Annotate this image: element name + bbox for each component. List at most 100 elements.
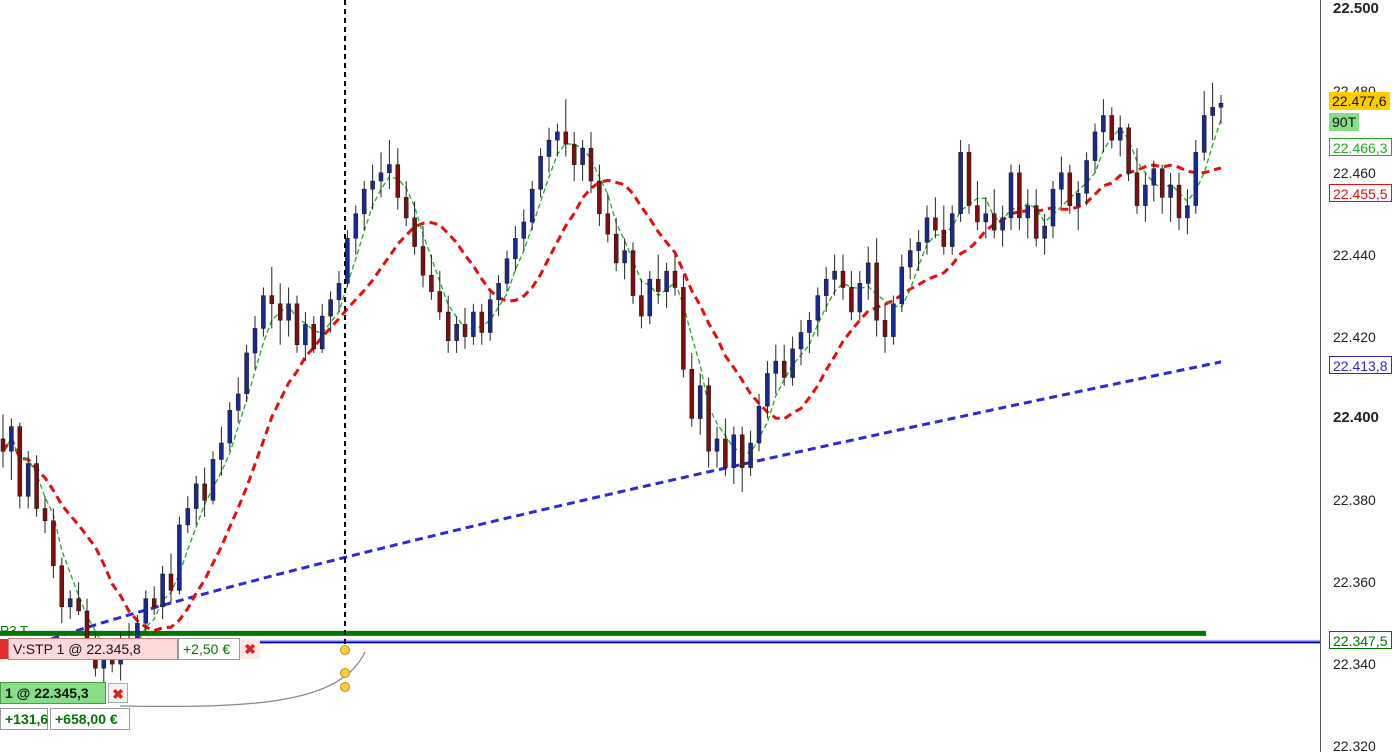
bull-candle xyxy=(714,438,720,452)
bull-candle xyxy=(756,405,762,444)
bull-candle xyxy=(664,270,669,292)
bull-candle xyxy=(647,278,653,317)
position-close-icon[interactable]: ✖ xyxy=(108,683,128,703)
bull-candle xyxy=(378,172,384,182)
price-tick-2: 22.460 xyxy=(1333,164,1376,181)
green-level-label: 22.347,5 xyxy=(1329,631,1392,649)
bull-candle xyxy=(790,348,795,378)
bull-candle xyxy=(807,319,812,333)
bull-candle xyxy=(1000,217,1005,231)
bear-candle xyxy=(420,246,426,276)
bull-candle xyxy=(361,188,367,215)
price-tick-5: 22.400 xyxy=(1333,409,1379,427)
bear-candle xyxy=(1176,184,1182,219)
bull-candle xyxy=(555,131,560,141)
bull-candle xyxy=(815,295,821,321)
drag-handle-2 xyxy=(340,682,350,692)
bear-candle xyxy=(0,438,6,452)
position-pnl-points: +131,6 xyxy=(0,708,48,730)
bear-candle xyxy=(588,147,594,182)
bull-candle xyxy=(697,385,703,419)
position-pnl-money-text: +658,00 € xyxy=(55,711,118,727)
ma-fast-label: 22.466,3 xyxy=(1329,138,1392,156)
stop-order-text: V:STP 1 @ 22.345,8 xyxy=(13,641,141,657)
bear-candle xyxy=(781,360,787,378)
bull-candle xyxy=(487,299,493,333)
bear-candle xyxy=(933,217,938,231)
bull-candle xyxy=(916,242,921,251)
bear-candle xyxy=(429,274,434,292)
price-axis[interactable]: 22.500 22.480 22.460 22.440 22.420 22.400 22.3… xyxy=(1320,0,1392,754)
bull-candle xyxy=(219,442,224,460)
bull-candle xyxy=(193,483,199,509)
bull-candle xyxy=(924,217,930,243)
bull-candle xyxy=(1168,184,1173,198)
bear-candle xyxy=(613,233,619,264)
bull-candle xyxy=(9,426,14,452)
bear-candle xyxy=(941,229,947,247)
drag-handle-0 xyxy=(340,645,350,655)
bear-candle xyxy=(1109,115,1115,141)
bear-candle xyxy=(51,520,56,567)
ma-slow-line xyxy=(2,360,1222,660)
position-pnl-points-text: +131,6 xyxy=(5,711,49,727)
bull-candle xyxy=(765,373,770,407)
bull-candle xyxy=(210,459,216,501)
bull-candle xyxy=(949,213,955,247)
bear-candle xyxy=(479,311,485,333)
bear-candle xyxy=(277,303,283,321)
bull-candle xyxy=(1143,184,1148,206)
drag-handle-1 xyxy=(340,668,350,678)
bear-candle xyxy=(672,270,678,288)
price-chart[interactable] xyxy=(0,0,1320,752)
bull-candle xyxy=(1059,172,1064,190)
bear-candle xyxy=(311,324,317,350)
bull-candle xyxy=(303,324,308,346)
bear-candle xyxy=(395,164,401,198)
bear-candle xyxy=(168,573,174,591)
ma-slow-label: 22.413,8 xyxy=(1329,356,1392,374)
bear-candle xyxy=(1159,168,1165,198)
timeframe-label[interactable]: 90T xyxy=(1329,113,1360,131)
bull-candle xyxy=(252,328,258,354)
bull-candle xyxy=(1117,127,1123,141)
chart-area[interactable]: R3 T V:STP 1 @ 22.345,8 +2,50 € ✖ 1 @ 22… xyxy=(0,0,1320,752)
bear-candle xyxy=(269,295,275,305)
stop-order-label[interactable]: V:STP 1 @ 22.345,8 xyxy=(8,638,178,660)
bear-candle xyxy=(1067,172,1073,206)
bull-candle xyxy=(387,164,392,174)
bull-candle xyxy=(370,180,375,190)
bear-candle xyxy=(849,287,854,313)
position-pnl-money: +658,00 € xyxy=(50,708,130,730)
bear-candle xyxy=(42,508,48,522)
position-label[interactable]: 1 @ 22.345,3 xyxy=(0,682,106,704)
bull-candle xyxy=(899,266,905,305)
bull-candle xyxy=(529,188,535,223)
bull-candle xyxy=(865,262,871,284)
bull-candle xyxy=(185,508,191,526)
bull-candle xyxy=(471,311,476,337)
bull-candle xyxy=(454,324,459,341)
price-tick-6: 22.380 xyxy=(1333,492,1376,509)
bull-candle xyxy=(496,283,501,300)
bear-candle xyxy=(445,311,451,341)
bull-candle xyxy=(177,524,182,591)
stop-order-close-icon[interactable]: ✖ xyxy=(240,639,260,659)
bull-candle xyxy=(328,299,333,317)
bull-candle xyxy=(1084,160,1089,194)
stop-order-pnl-text: +2,50 € xyxy=(183,641,231,657)
bear-candle xyxy=(597,180,602,215)
price-tick-3: 22.440 xyxy=(1333,246,1376,263)
bull-candle xyxy=(160,573,165,608)
bull-candle xyxy=(1008,172,1014,219)
bear-candle xyxy=(76,598,81,612)
bull-candle xyxy=(958,152,963,214)
bull-candle xyxy=(832,270,837,280)
bull-candle xyxy=(1050,188,1056,227)
ma-fast-line xyxy=(2,119,1222,660)
bull-candle xyxy=(143,598,149,624)
bull-candle xyxy=(538,156,543,190)
bear-candle xyxy=(630,250,636,296)
bull-candle xyxy=(513,238,518,260)
bear-candle xyxy=(681,287,686,370)
